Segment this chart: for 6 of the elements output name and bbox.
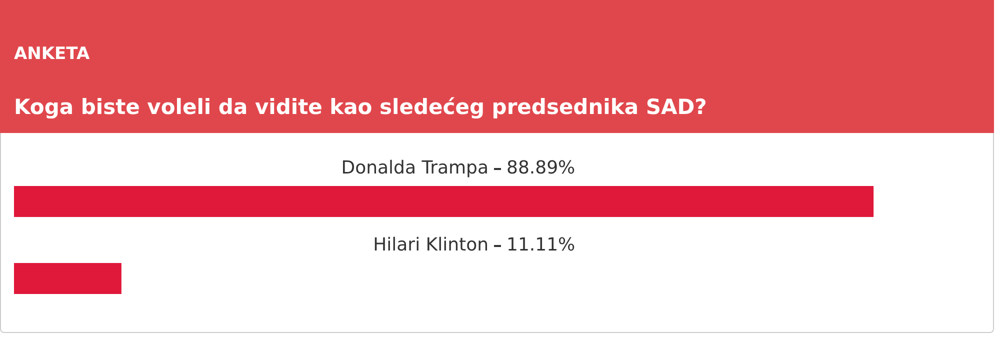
chart-title: ANKETA: [14, 44, 90, 64]
data-label: 88.89%: [506, 158, 576, 178]
y-tick-label: Donalda Trampa: [341, 158, 488, 178]
chart-subtitle: Koga biste voleli da vidite kao sledećeg predsednika SAD?: [14, 95, 707, 119]
data-label: 11.11%: [506, 234, 576, 256]
y-tick-label: Hilari Klinton: [373, 234, 488, 256]
